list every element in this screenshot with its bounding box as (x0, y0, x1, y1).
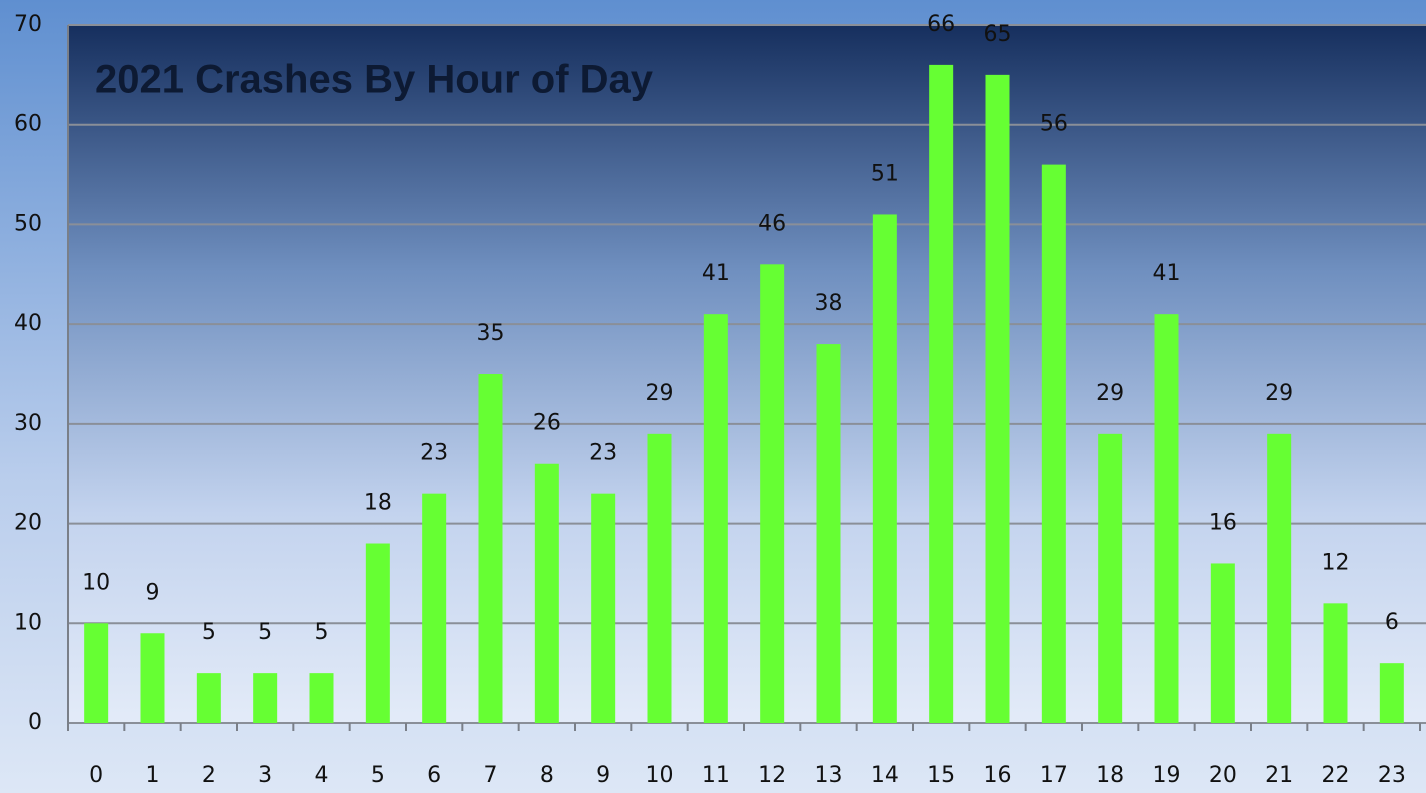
x-tick-label: 0 (89, 763, 103, 788)
value-label: 12 (1322, 550, 1350, 575)
x-tick-label: 5 (371, 763, 385, 788)
y-tick-label: 50 (14, 211, 42, 236)
bar (703, 314, 728, 723)
bar (1154, 314, 1179, 723)
x-tick-label: 10 (646, 763, 674, 788)
bar (478, 374, 503, 723)
x-tick-label: 22 (1322, 763, 1350, 788)
x-tick-label: 19 (1153, 763, 1181, 788)
value-label: 23 (589, 441, 617, 466)
bar (1267, 433, 1292, 723)
bar (985, 74, 1010, 724)
value-label: 5 (258, 620, 272, 645)
plot-area (68, 25, 1426, 723)
bar (1323, 603, 1348, 723)
value-label: 16 (1209, 510, 1237, 535)
value-label: 38 (815, 291, 843, 316)
value-label: 18 (364, 491, 392, 516)
bar (253, 673, 278, 723)
x-tick-label: 23 (1378, 763, 1406, 788)
x-tick-label: 1 (146, 763, 160, 788)
value-label: 23 (420, 441, 448, 466)
bar (1098, 433, 1123, 723)
value-label: 5 (202, 620, 216, 645)
value-label: 65 (984, 22, 1012, 47)
bar (1041, 164, 1066, 724)
bar (1379, 663, 1404, 723)
x-tick-label: 14 (871, 763, 899, 788)
y-tick-label: 0 (28, 710, 42, 735)
value-label: 56 (1040, 112, 1068, 137)
value-label: 26 (533, 411, 561, 436)
x-tick-label: 2 (202, 763, 216, 788)
y-tick-label: 40 (14, 311, 42, 336)
value-label: 5 (315, 620, 329, 645)
bar (84, 623, 109, 723)
x-tick-label: 21 (1265, 763, 1293, 788)
x-tick-label: 18 (1096, 763, 1124, 788)
x-tick-label: 9 (596, 763, 610, 788)
value-label: 35 (477, 321, 505, 346)
bar (872, 214, 897, 723)
y-tick-label: 70 (14, 12, 42, 37)
value-label: 10 (82, 570, 110, 595)
bar (365, 543, 390, 723)
x-tick-label: 7 (484, 763, 498, 788)
y-tick-label: 30 (14, 411, 42, 436)
value-label: 51 (871, 161, 899, 186)
value-label: 29 (1096, 381, 1124, 406)
value-label: 6 (1385, 610, 1399, 635)
x-tick-label: 16 (984, 763, 1012, 788)
x-tick-label: 4 (315, 763, 329, 788)
bar (929, 64, 954, 723)
bar (309, 673, 334, 723)
y-tick-label: 10 (14, 610, 42, 635)
bar (196, 673, 221, 723)
value-label: 41 (1153, 261, 1181, 286)
value-label: 41 (702, 261, 730, 286)
value-label: 9 (146, 580, 160, 605)
value-label: 66 (927, 12, 955, 37)
bar (422, 493, 447, 723)
x-tick-label: 15 (927, 763, 955, 788)
x-tick-label: 17 (1040, 763, 1068, 788)
value-label: 29 (646, 381, 674, 406)
y-tick-label: 20 (14, 511, 42, 536)
chart-title: 2021 Crashes By Hour of Day (95, 58, 654, 102)
x-tick-label: 12 (758, 763, 786, 788)
x-tick-label: 8 (540, 763, 554, 788)
x-tick-label: 20 (1209, 763, 1237, 788)
y-tick-label: 60 (14, 112, 42, 137)
bar (1210, 563, 1235, 723)
x-tick-label: 11 (702, 763, 730, 788)
x-tick-label: 6 (427, 763, 441, 788)
bar (760, 264, 785, 723)
x-tick-label: 3 (258, 763, 272, 788)
x-tick-label: 13 (815, 763, 843, 788)
bar (591, 493, 616, 723)
value-label: 46 (758, 211, 786, 236)
bar (140, 633, 165, 723)
bar (816, 344, 841, 723)
bar (647, 433, 672, 723)
value-label: 29 (1265, 381, 1293, 406)
bar (534, 463, 559, 723)
